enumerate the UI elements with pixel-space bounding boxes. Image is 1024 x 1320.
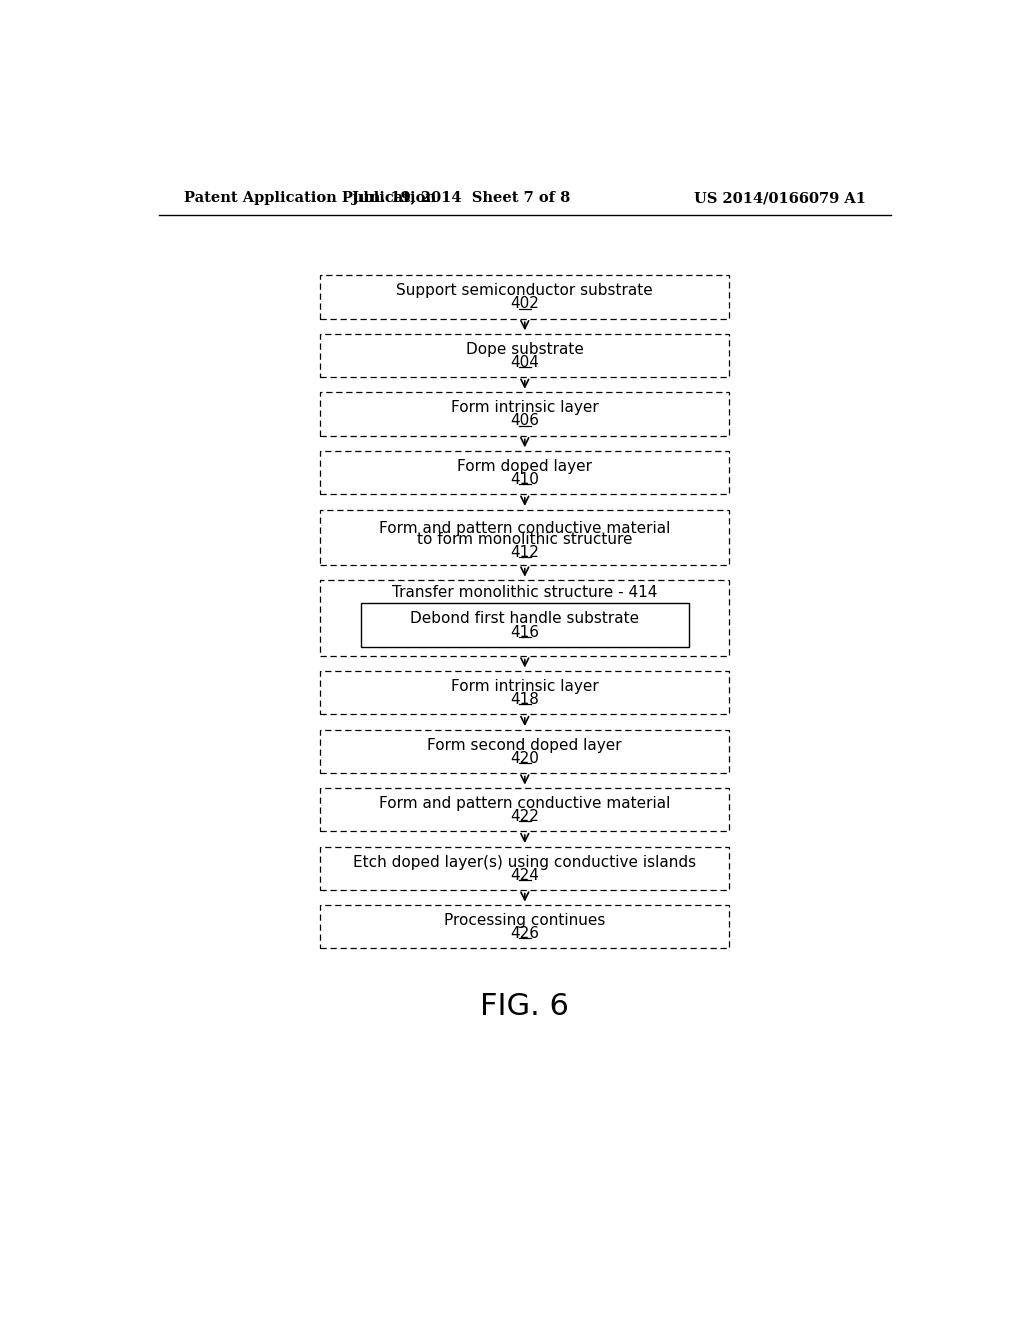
Text: Form doped layer: Form doped layer (458, 459, 592, 474)
Bar (360, 603, 689, 647)
Text: Form second doped layer: Form second doped layer (427, 738, 623, 752)
Text: Etch doped layer(s) using conductive islands: Etch doped layer(s) using conductive isl… (353, 854, 696, 870)
Bar (321, 847, 729, 890)
Text: 404: 404 (510, 355, 540, 370)
Text: 412: 412 (510, 545, 540, 560)
Text: Patent Application Publication: Patent Application Publication (183, 191, 436, 206)
Text: 422: 422 (510, 809, 540, 824)
Text: Form and pattern conductive material: Form and pattern conductive material (379, 796, 671, 812)
Text: Form and pattern conductive material: Form and pattern conductive material (379, 520, 671, 536)
Text: Processing continues: Processing continues (444, 913, 605, 928)
Text: Form intrinsic layer: Form intrinsic layer (451, 400, 599, 416)
Text: 424: 424 (510, 867, 540, 883)
Text: Support semiconductor substrate: Support semiconductor substrate (396, 284, 653, 298)
Bar (321, 392, 729, 436)
Text: 402: 402 (510, 297, 540, 312)
Bar (321, 581, 729, 656)
Text: Dope substrate: Dope substrate (466, 342, 584, 356)
Text: Transfer monolithic structure - 414: Transfer monolithic structure - 414 (392, 585, 657, 601)
Text: Jun. 19, 2014  Sheet 7 of 8: Jun. 19, 2014 Sheet 7 of 8 (352, 191, 570, 206)
Bar (321, 672, 729, 714)
Text: 418: 418 (510, 692, 540, 708)
Text: 416: 416 (510, 626, 540, 640)
Bar (321, 451, 729, 494)
Bar (321, 276, 729, 318)
Bar (321, 906, 729, 949)
Text: Debond first handle substrate: Debond first handle substrate (411, 611, 639, 627)
Bar (321, 730, 729, 774)
Text: Form intrinsic layer: Form intrinsic layer (451, 678, 599, 694)
Text: 420: 420 (510, 751, 540, 766)
Text: FIG. 6: FIG. 6 (480, 991, 569, 1020)
Text: to form monolithic structure: to form monolithic structure (417, 532, 633, 546)
Text: 406: 406 (510, 413, 540, 429)
Bar (321, 788, 729, 832)
Text: US 2014/0166079 A1: US 2014/0166079 A1 (694, 191, 866, 206)
Bar (321, 510, 729, 565)
Bar (321, 334, 729, 378)
Text: 426: 426 (510, 927, 540, 941)
Text: 410: 410 (510, 473, 540, 487)
